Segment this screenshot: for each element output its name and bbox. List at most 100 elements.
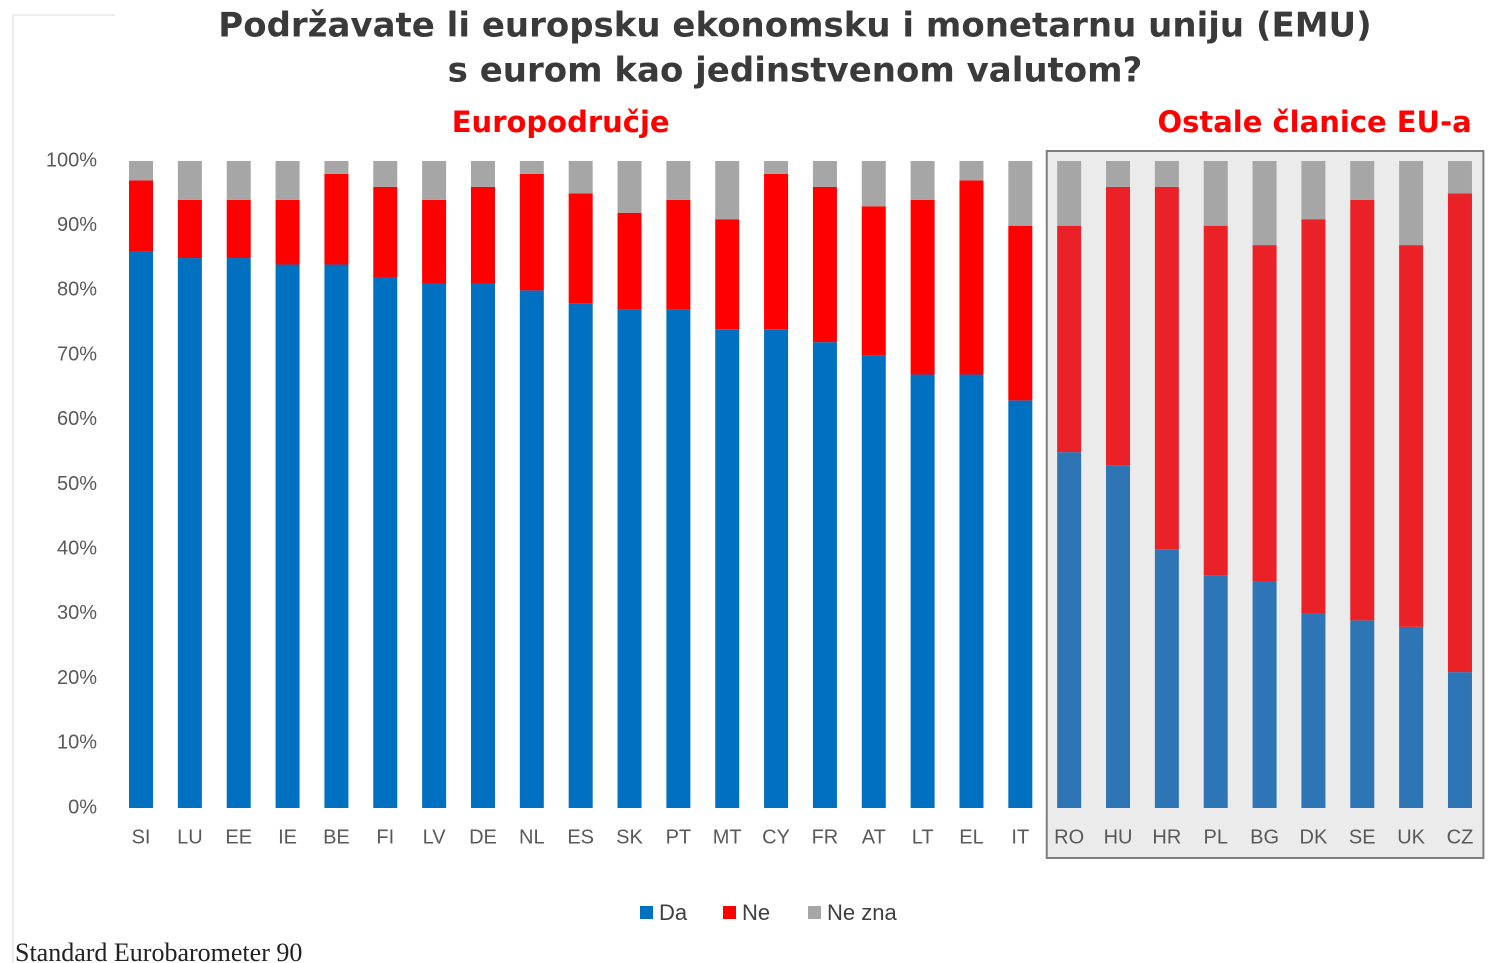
bar-segment <box>715 329 740 808</box>
x-tick-label: SK <box>616 826 643 848</box>
bar-segment <box>861 355 886 808</box>
bar-segment <box>910 161 935 200</box>
x-tick-label: BE <box>323 826 350 848</box>
bar-segment <box>715 219 740 330</box>
bar-segment <box>666 161 691 200</box>
x-tick-label: EE <box>225 826 252 848</box>
x-tick-label: IE <box>278 826 297 848</box>
x-tick-label: DK <box>1300 826 1328 848</box>
x-tick-label: NL <box>519 826 545 848</box>
x-tick-label: IT <box>1011 826 1029 848</box>
x-tick-label: LU <box>177 826 203 848</box>
bar-segment <box>764 329 789 808</box>
bar-segment <box>1447 672 1472 808</box>
bar-segment <box>226 199 251 259</box>
x-tick-label: SI <box>132 826 151 848</box>
bar-segment <box>129 251 154 808</box>
x-tick-label: AT <box>862 826 886 848</box>
x-tick-label: FI <box>376 826 394 848</box>
bar-segment <box>519 161 544 174</box>
x-tick-label: HU <box>1104 826 1133 848</box>
bar-segment <box>1399 245 1424 627</box>
bar-segment <box>1399 626 1424 808</box>
y-tick-label: 100% <box>46 149 97 171</box>
x-tick-label: RO <box>1054 826 1084 848</box>
bar-segment <box>275 199 300 265</box>
legend-swatch <box>640 906 653 919</box>
bar-segment <box>1106 161 1131 187</box>
x-tick-label: PT <box>666 826 692 848</box>
y-tick-label: 10% <box>57 732 97 754</box>
bar-segment <box>373 161 398 187</box>
bar-segment <box>1154 549 1179 808</box>
bar-segment <box>861 161 886 207</box>
source: Standard Eurobarometer 90 <box>15 938 302 963</box>
bar-segment <box>177 258 202 808</box>
x-tick-label: DE <box>469 826 497 848</box>
bar-segment <box>1447 193 1472 673</box>
bar-segment <box>1106 186 1131 466</box>
bar-segment <box>226 258 251 808</box>
x-tick-label: ES <box>567 826 594 848</box>
bar-segment <box>1301 613 1326 808</box>
bar-segment <box>1203 575 1228 808</box>
bar-segment <box>764 161 789 174</box>
x-tick-label: LV <box>423 826 447 848</box>
bar-segment <box>1447 161 1472 194</box>
bar-segment <box>1252 161 1277 246</box>
bar-segment <box>1301 219 1326 614</box>
x-tick-label: UK <box>1397 826 1425 848</box>
bar-segment <box>861 206 886 356</box>
bar-segment <box>1008 161 1033 226</box>
bar-segment <box>959 161 984 181</box>
bar-segment <box>1057 452 1082 808</box>
legend-label: Da <box>659 900 688 925</box>
y-tick-label: 80% <box>57 279 97 301</box>
bar-segment <box>715 161 740 220</box>
bar-segment <box>568 303 593 808</box>
bar-segment <box>324 161 349 174</box>
bar-segment <box>226 161 251 200</box>
bar-segment <box>812 342 837 808</box>
bar-segment <box>568 161 593 194</box>
bar-segment <box>519 290 544 808</box>
bar-segment <box>422 199 447 284</box>
bar-segment <box>470 186 495 284</box>
y-tick-label: 40% <box>57 537 97 559</box>
bar-segment <box>275 264 300 808</box>
x-tick-label: CY <box>762 826 790 848</box>
y-tick-label: 60% <box>57 408 97 430</box>
bar-segment <box>910 199 935 375</box>
x-tick-label: HR <box>1152 826 1181 848</box>
y-tick-label: 30% <box>57 602 97 624</box>
bar-segment <box>470 283 495 808</box>
bar-segment <box>422 161 447 200</box>
bar-segment <box>1252 581 1277 808</box>
bar-segment <box>129 161 154 181</box>
bar-segment <box>1008 400 1033 808</box>
y-tick-label: 50% <box>57 473 97 495</box>
bar-segment <box>812 161 837 187</box>
bar-segment <box>568 193 593 304</box>
bar-segment <box>324 264 349 808</box>
x-tick-label: EL <box>959 826 983 848</box>
legend-label: Ne zna <box>827 900 897 925</box>
bar-segment <box>1057 161 1082 226</box>
bar-segment <box>1350 161 1375 200</box>
y-tick-label: 0% <box>68 796 97 818</box>
bar-segment <box>617 161 642 213</box>
group-label: Ostale članice EU-a <box>1157 105 1471 139</box>
x-tick-label: MT <box>713 826 742 848</box>
bar-segment <box>470 161 495 187</box>
bar-segment <box>959 374 984 808</box>
bar-segment <box>275 161 300 200</box>
bar-segment <box>666 199 691 310</box>
x-tick-label: BG <box>1250 826 1279 848</box>
bar-segment <box>1399 161 1424 246</box>
bar-segment <box>1350 620 1375 808</box>
bar-segment <box>1106 465 1131 808</box>
bar-segment <box>1203 161 1228 226</box>
bar-segment <box>1154 161 1179 187</box>
y-tick-label: 70% <box>57 343 97 365</box>
bar-segment <box>1057 225 1082 453</box>
